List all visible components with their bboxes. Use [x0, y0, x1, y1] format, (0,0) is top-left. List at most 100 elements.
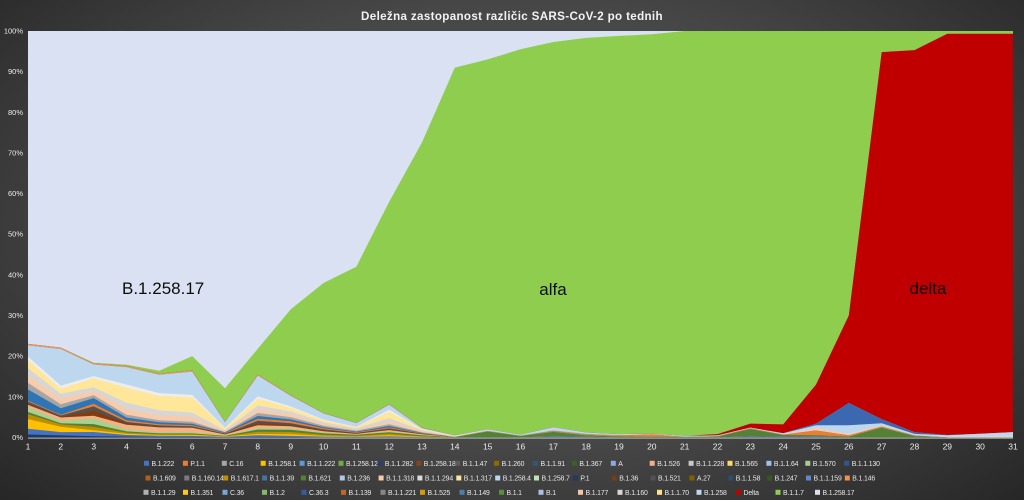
svg-text:20%: 20% [8, 352, 23, 361]
svg-text:B.1.149: B.1.149 [467, 490, 490, 497]
svg-text:B.1.1.39: B.1.1.39 [270, 476, 295, 483]
svg-text:29: 29 [943, 442, 953, 452]
svg-text:24: 24 [778, 442, 788, 452]
svg-text:C.36: C.36 [230, 490, 244, 497]
svg-text:B.1.36: B.1.36 [619, 476, 638, 483]
svg-text:B.1.260: B.1.260 [502, 461, 525, 468]
svg-text:B.1.258.7: B.1.258.7 [542, 476, 570, 483]
svg-text:17: 17 [549, 442, 559, 452]
svg-text:Deležna zastopanost različic S: Deležna zastopanost različic SARS-CoV-2 … [361, 10, 663, 23]
svg-text:6: 6 [190, 442, 195, 452]
svg-text:B.1.367: B.1.367 [579, 461, 602, 468]
svg-text:C.16: C.16 [229, 461, 243, 468]
svg-text:B.1.258.1: B.1.258.1 [268, 461, 296, 468]
svg-text:B.1.258.17: B.1.258.17 [122, 279, 204, 298]
svg-text:70%: 70% [8, 148, 23, 157]
svg-text:B.1.2: B.1.2 [270, 490, 286, 497]
svg-text:25: 25 [811, 442, 821, 452]
svg-text:19: 19 [614, 442, 624, 452]
svg-text:B.1.177: B.1.177 [586, 490, 609, 497]
svg-text:B.1.609: B.1.609 [153, 476, 176, 483]
svg-text:B.1.160.14: B.1.160.14 [192, 476, 224, 483]
svg-text:5: 5 [157, 442, 162, 452]
svg-text:60%: 60% [8, 189, 23, 198]
svg-text:2: 2 [58, 442, 63, 452]
svg-text:B.1.1.29: B.1.1.29 [151, 490, 176, 497]
svg-text:21: 21 [680, 442, 690, 452]
svg-text:delta: delta [910, 279, 947, 298]
svg-text:90%: 90% [8, 67, 23, 76]
svg-text:B.1.1.70: B.1.1.70 [665, 490, 690, 497]
svg-text:12: 12 [384, 442, 394, 452]
svg-text:B.1.1.130: B.1.1.130 [852, 461, 880, 468]
svg-text:11: 11 [352, 442, 361, 452]
svg-text:alfa: alfa [539, 280, 567, 299]
svg-text:B.1.1.282: B.1.1.282 [385, 461, 413, 468]
svg-text:B.1.525: B.1.525 [428, 490, 451, 497]
svg-text:B.1.1.317: B.1.1.317 [464, 476, 492, 483]
svg-text:B.1.258.17: B.1.258.17 [823, 490, 855, 497]
svg-text:B.1.351: B.1.351 [191, 490, 214, 497]
svg-text:B.1.1.159: B.1.1.159 [814, 476, 842, 483]
svg-text:20: 20 [647, 442, 657, 452]
svg-text:B.1.258.18: B.1.258.18 [424, 461, 456, 468]
svg-text:B.1.1.47: B.1.1.47 [463, 461, 488, 468]
svg-text:B.1.1.222: B.1.1.222 [307, 461, 335, 468]
svg-text:B.1.160: B.1.160 [625, 490, 648, 497]
svg-text:9: 9 [288, 442, 293, 452]
svg-text:B.1.139: B.1.139 [349, 490, 372, 497]
svg-text:B.1.247: B.1.247 [775, 476, 798, 483]
svg-text:B.1.521: B.1.521 [658, 476, 681, 483]
svg-text:30%: 30% [8, 311, 23, 320]
svg-text:P.1.1: P.1.1 [190, 461, 205, 468]
svg-text:27: 27 [877, 442, 887, 452]
svg-text:B.1.565: B.1.565 [735, 461, 758, 468]
svg-text:Delta: Delta [744, 490, 760, 497]
svg-text:B.1.1.91: B.1.1.91 [541, 461, 566, 468]
svg-text:10: 10 [319, 442, 329, 452]
svg-text:15: 15 [483, 442, 493, 452]
svg-text:0%: 0% [12, 433, 23, 442]
svg-text:16: 16 [516, 442, 526, 452]
svg-text:28: 28 [910, 442, 920, 452]
svg-text:14: 14 [450, 442, 460, 452]
svg-text:B.1.526: B.1.526 [657, 461, 680, 468]
svg-text:C.36.3: C.36.3 [309, 490, 329, 497]
svg-text:10%: 10% [8, 392, 23, 401]
svg-text:B.1.617.1: B.1.617.1 [231, 476, 259, 483]
svg-text:B.1.236: B.1.236 [347, 476, 370, 483]
svg-text:23: 23 [746, 442, 756, 452]
svg-text:B.1: B.1 [546, 490, 556, 497]
svg-text:31: 31 [1008, 442, 1018, 452]
svg-text:B.1.1.318: B.1.1.318 [386, 476, 414, 483]
svg-text:B.1.1.58: B.1.1.58 [736, 476, 761, 483]
svg-text:B.1.621: B.1.621 [308, 476, 331, 483]
svg-text:18: 18 [581, 442, 591, 452]
svg-text:P.1: P.1 [580, 476, 589, 483]
svg-text:B.1.1.64: B.1.1.64 [774, 461, 799, 468]
svg-text:B.1.1: B.1.1 [507, 490, 523, 497]
svg-text:3: 3 [91, 442, 96, 452]
svg-text:100%: 100% [4, 27, 24, 36]
svg-text:B.1.1.221: B.1.1.221 [388, 490, 416, 497]
svg-text:B.1.146: B.1.146 [852, 476, 875, 483]
svg-text:B.1.258.4: B.1.258.4 [503, 476, 531, 483]
svg-text:B.1.258.12: B.1.258.12 [346, 461, 378, 468]
svg-text:B.1.1.294: B.1.1.294 [425, 476, 453, 483]
svg-text:A.27: A.27 [697, 476, 711, 483]
svg-text:A: A [618, 461, 623, 468]
svg-text:B.1.570: B.1.570 [813, 461, 836, 468]
svg-text:80%: 80% [8, 108, 23, 117]
svg-text:13: 13 [417, 442, 427, 452]
svg-text:26: 26 [844, 442, 854, 452]
svg-text:40%: 40% [8, 270, 23, 279]
svg-text:7: 7 [223, 442, 228, 452]
svg-text:8: 8 [255, 442, 260, 452]
svg-text:B.1.222: B.1.222 [152, 461, 175, 468]
svg-text:50%: 50% [8, 230, 23, 239]
svg-text:1: 1 [26, 442, 31, 452]
svg-text:B.1.1.7: B.1.1.7 [783, 490, 804, 497]
svg-text:B.1.1.228: B.1.1.228 [696, 461, 724, 468]
svg-text:30: 30 [975, 442, 985, 452]
svg-text:B.1.258: B.1.258 [704, 490, 727, 497]
